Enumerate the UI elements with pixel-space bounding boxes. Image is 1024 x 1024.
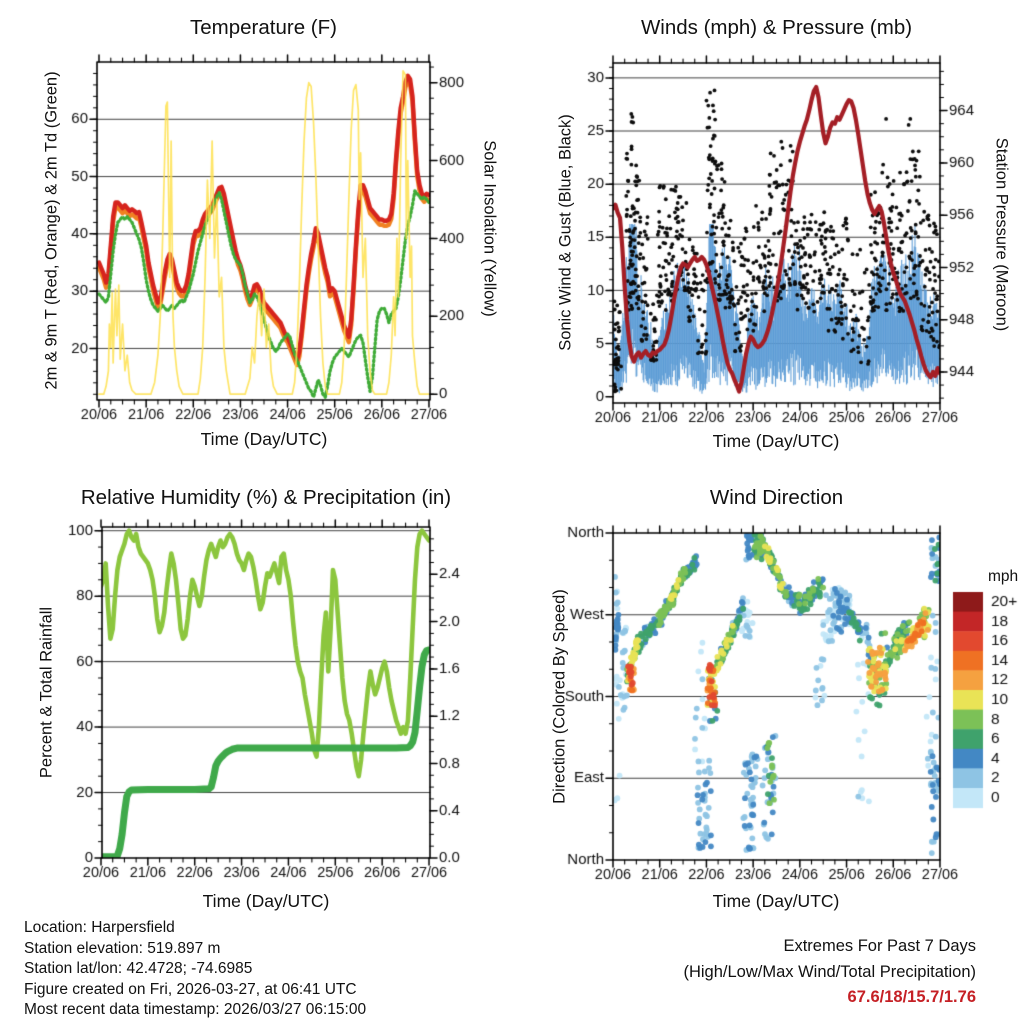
title-temperature: Temperature (F)	[190, 16, 337, 39]
extremes-block: Extremes For Past 7 Days (High/Low/Max W…	[560, 934, 976, 1011]
title-humidity-precip: Relative Humidity (%) & Precipitation (i…	[80, 486, 452, 509]
xlabel-wind-direction: Time (Day/UTC)	[712, 891, 840, 911]
station-elevation: Station elevation: 519.897 m	[24, 939, 221, 957]
ylabel-wind-left: Sonic Wind & Gust (Blue, Black)	[556, 114, 575, 351]
figure-created: Figure created on Fri, 2026-03-27, at 06…	[24, 980, 357, 998]
colorbar-unit-label: mph	[988, 568, 1019, 585]
station-latlon: Station lat/lon: 42.4728; -74.6985	[24, 960, 253, 978]
ylabel-temp-left: 2m & 9m T (Red, Orange) & 2m Td (Green)	[42, 71, 61, 390]
station-location: Location: Harpersfield	[24, 919, 175, 936]
ylabel-humidity-left: Percent & Total Rainfall	[37, 606, 56, 779]
extremes-subtitle: (High/Low/Max Wind/Total Precipitation)	[683, 962, 976, 981]
title-wind-direction: Wind Direction	[709, 486, 844, 509]
xlabel-humidity: Time (Day/UTC)	[202, 891, 330, 911]
ylabel-insolation-right: Solar Insolation (Yellow)	[480, 140, 499, 317]
ylabel-direction-left: Direction (Colored By Speed)	[550, 589, 569, 804]
data-timestamp: Most recent data timestamp: 2026/03/27 0…	[24, 1001, 367, 1019]
extremes-values: 67.6/18/15.7/1.76	[847, 988, 976, 1006]
extremes-title: Extremes For Past 7 Days	[783, 937, 976, 955]
xlabel-temperature: Time (Day/UTC)	[200, 429, 328, 449]
ylabel-pressure-right: Station Pressure (Maroon)	[992, 137, 1011, 332]
xlabel-winds: Time (Day/UTC)	[712, 431, 840, 451]
station-info: Location: Harpersfield Station elevation…	[24, 918, 366, 1021]
title-winds-pressure: Winds (mph) & Pressure (mb)	[640, 16, 913, 39]
